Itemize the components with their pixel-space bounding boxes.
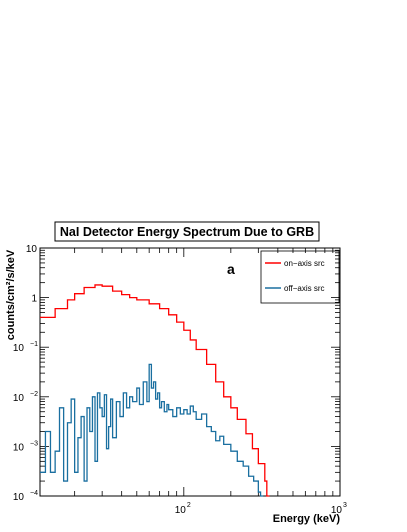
- x-tick-label-exp: 3: [343, 502, 347, 509]
- y-tick-label-exp: −2: [30, 391, 38, 398]
- x-axis-label: Energy (keV): [273, 513, 341, 525]
- y-tick-label-exp: −4: [30, 490, 38, 497]
- y-axis-label: counts/cm²/s/keV: [5, 249, 17, 340]
- x-tick-label: 10: [175, 505, 187, 516]
- series-line-on-axis: [40, 284, 270, 497]
- y-tick-label: 10: [26, 244, 38, 255]
- panel-label: a: [227, 261, 235, 277]
- legend-box: [260, 250, 340, 304]
- y-tick-label: 10: [13, 393, 25, 404]
- y-tick-label-exp: −1: [30, 341, 38, 348]
- y-tick-label-exp: −3: [30, 440, 38, 447]
- x-tick-label-exp: 2: [187, 502, 191, 509]
- x-tick-label: 10: [331, 505, 343, 516]
- series-layer: [40, 284, 270, 497]
- legend-label-on-axis: on−axis src: [284, 259, 325, 268]
- title-box: [54, 221, 320, 242]
- y-tick-label: 10: [13, 343, 25, 354]
- axis-ticks: [40, 247, 341, 497]
- legend-label-off-axis: off−axis src: [284, 284, 325, 293]
- y-tick-label: 1: [31, 294, 37, 305]
- series-line-off-axis: [40, 363, 264, 497]
- y-tick-label: 10: [13, 442, 25, 453]
- chart-title: NaI Detector Energy Spectrum Due to GRB: [60, 225, 314, 239]
- legend: on−axis src off−axis src: [260, 250, 340, 304]
- y-tick-label: 10: [13, 492, 25, 503]
